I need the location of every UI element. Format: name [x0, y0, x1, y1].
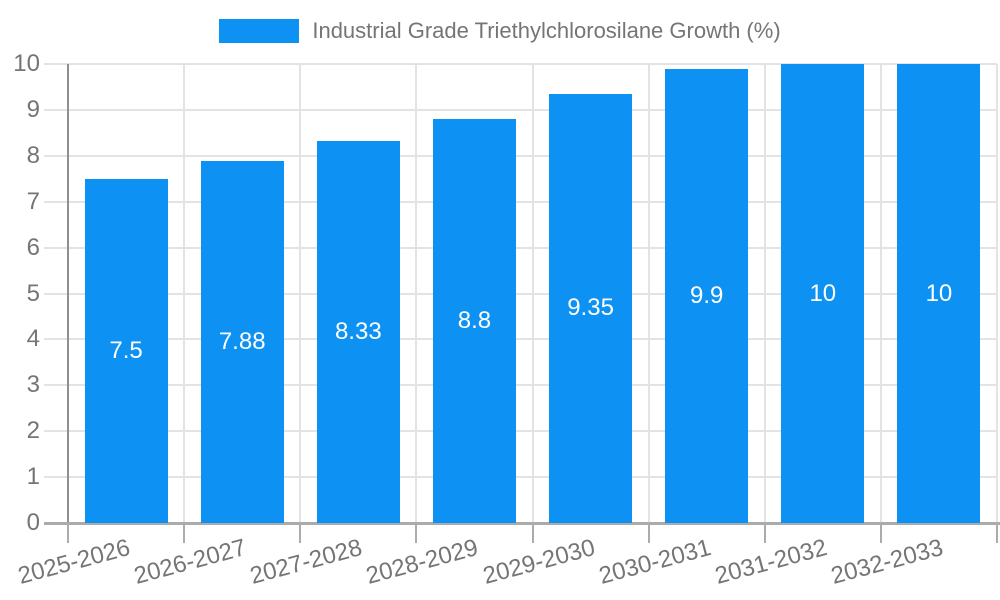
y-tick-label: 10: [13, 50, 40, 77]
legend-swatch-icon: [219, 19, 300, 43]
gridline-horizontal: [44, 246, 997, 249]
y-tick-label: 6: [26, 233, 40, 261]
bar: [897, 64, 981, 523]
bar: [316, 140, 400, 523]
x-tick-label: 2027-2028: [247, 534, 366, 590]
gridline-horizontal: [44, 63, 997, 65]
legend-label: Industrial Grade Triethylchlorosilane Gr…: [312, 18, 781, 43]
bar-value-label: 7.88: [218, 328, 266, 356]
x-tick-label: 2028-2029: [363, 534, 482, 590]
x-axis-tick: [299, 523, 302, 543]
gridline-horizontal: [44, 476, 997, 479]
gridline-vertical: [763, 64, 766, 523]
gridline-horizontal: [44, 200, 997, 203]
bar: [432, 119, 516, 523]
x-axis-tick: [647, 523, 650, 543]
bar-value-label: 9.35: [567, 294, 614, 322]
gridline-horizontal: [44, 292, 997, 295]
legend-item[interactable]: Industrial Grade Triethylchlorosilane Gr…: [0, 17, 1000, 45]
gridline-vertical: [531, 64, 534, 523]
y-tick-label: 0: [26, 509, 40, 536]
bar-value-label: 10: [809, 279, 837, 307]
x-axis-tick: [67, 523, 69, 543]
bar: [549, 93, 633, 523]
gridline-horizontal: [44, 430, 997, 433]
x-tick-label: 2026-2027: [131, 534, 250, 590]
x-tick-label: 2031-2032: [711, 534, 830, 590]
gridline-horizontal: [44, 108, 997, 111]
bar-value-label: 10: [925, 279, 953, 307]
bar-value-label: 9.9: [690, 281, 724, 309]
y-tick-label: 8: [26, 141, 40, 169]
gridline-horizontal: [44, 338, 997, 341]
bar: [200, 161, 284, 523]
y-tick-label: 7: [26, 187, 40, 215]
gridline-vertical: [879, 64, 882, 523]
x-axis-tick: [183, 523, 186, 543]
x-axis-tick: [996, 523, 998, 543]
x-tick-label: 2025-2026: [15, 534, 134, 590]
x-axis-tick: [879, 523, 882, 543]
y-tick-label: 1: [26, 463, 40, 491]
gridline-vertical: [183, 64, 186, 523]
y-tick-label: 2: [26, 417, 40, 445]
bar-value-label: 8.33: [334, 317, 382, 345]
gridline-horizontal: [44, 154, 997, 157]
gridline-vertical: [299, 64, 302, 523]
bar-value-label: 8.8: [457, 307, 492, 335]
gridline-vertical: [415, 64, 418, 523]
gridline-vertical: [647, 64, 650, 523]
y-axis-line: [67, 64, 69, 523]
y-tick-label: 5: [26, 279, 40, 307]
x-axis-tick: [763, 523, 766, 543]
y-tick-label: 3: [26, 371, 40, 399]
y-tick-label: 9: [26, 95, 40, 123]
y-tick-label: 4: [26, 325, 40, 353]
x-axis-line: [44, 522, 1000, 525]
x-axis-tick: [531, 523, 534, 543]
x-tick-label: 2029-2030: [479, 534, 598, 590]
bar: [781, 64, 865, 523]
gridline-vertical: [996, 64, 998, 523]
bar: [84, 178, 168, 523]
bar: [665, 68, 749, 523]
x-axis-tick: [415, 523, 418, 543]
bar-value-label: 7.5: [109, 336, 143, 364]
gridline-horizontal: [44, 384, 997, 387]
x-tick-label: 2030-2031: [595, 534, 714, 590]
x-tick-label: 2032-2033: [828, 534, 946, 590]
